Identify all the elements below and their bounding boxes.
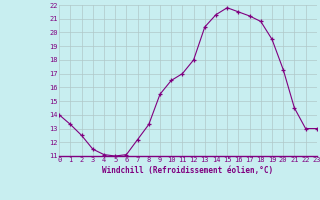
X-axis label: Windchill (Refroidissement éolien,°C): Windchill (Refroidissement éolien,°C)	[102, 166, 274, 175]
